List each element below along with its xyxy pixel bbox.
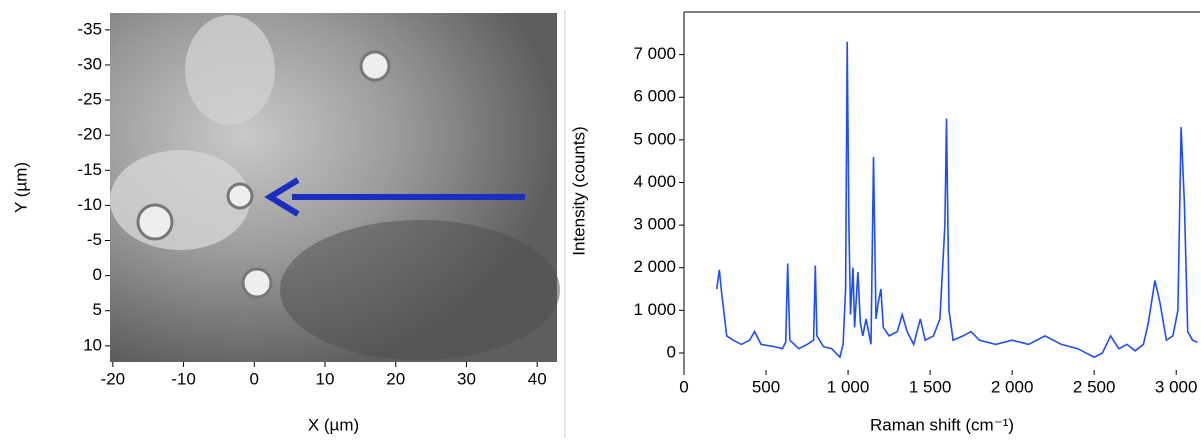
y-tick-label: -30 xyxy=(77,54,102,73)
y-tick-label: 5 xyxy=(93,300,102,319)
y-tick-label: -25 xyxy=(77,90,102,109)
x-tick-label: 40 xyxy=(528,369,547,388)
y-tick-label: 6 000 xyxy=(633,87,676,106)
image-particle xyxy=(359,50,391,82)
y-tick-label: 7 000 xyxy=(633,44,676,63)
x-tick-label: 0 xyxy=(679,377,688,396)
y-tick-label: 1 000 xyxy=(633,300,676,319)
image-particle xyxy=(136,203,174,241)
y-axis-title: Y (µm) xyxy=(11,162,30,213)
x-tick-label: 30 xyxy=(457,369,476,388)
image-particle xyxy=(226,182,254,210)
y-tick-label: 2 000 xyxy=(633,257,676,276)
x-tick-label: 20 xyxy=(386,369,405,388)
x-tick-label: 2 500 xyxy=(1073,377,1116,396)
y-tick-label: -20 xyxy=(77,125,102,144)
y-tick-label: 3 000 xyxy=(633,215,676,234)
x-tick-label: -20 xyxy=(101,369,126,388)
y-tick-label: -35 xyxy=(77,19,102,38)
y-tick-label: -15 xyxy=(77,160,102,179)
x-tick-label: 0 xyxy=(250,369,259,388)
x-axis-title: Raman shift (cm⁻¹) xyxy=(870,415,1014,434)
x-tick-label: 3 000 xyxy=(1155,377,1198,396)
arrow-head xyxy=(264,177,300,217)
x-axis-title: X (µm) xyxy=(308,415,359,434)
x-tick-label: 1 500 xyxy=(909,377,952,396)
x-tick-label: 10 xyxy=(316,369,335,388)
y-tick-label: 0 xyxy=(667,342,676,361)
y-tick-label: 10 xyxy=(83,335,102,354)
image-feature xyxy=(280,220,560,360)
y-tick-label: -5 xyxy=(87,230,102,249)
y-tick-label: 0 xyxy=(93,265,102,284)
y-tick-label: 4 000 xyxy=(633,172,676,191)
x-tick-label: 1 000 xyxy=(827,377,870,396)
x-tick-label: -10 xyxy=(171,369,196,388)
y-axis-title: Intensity (counts) xyxy=(569,126,588,255)
micrograph xyxy=(110,13,560,362)
y-tick-label: 5 000 xyxy=(633,129,676,148)
image-feature xyxy=(185,15,275,125)
spectrum-line xyxy=(716,41,1198,359)
x-tick-label: 500 xyxy=(752,377,780,396)
x-tick-label: 2 000 xyxy=(991,377,1034,396)
y-tick-label: -10 xyxy=(77,195,102,214)
image-particle xyxy=(241,267,273,299)
